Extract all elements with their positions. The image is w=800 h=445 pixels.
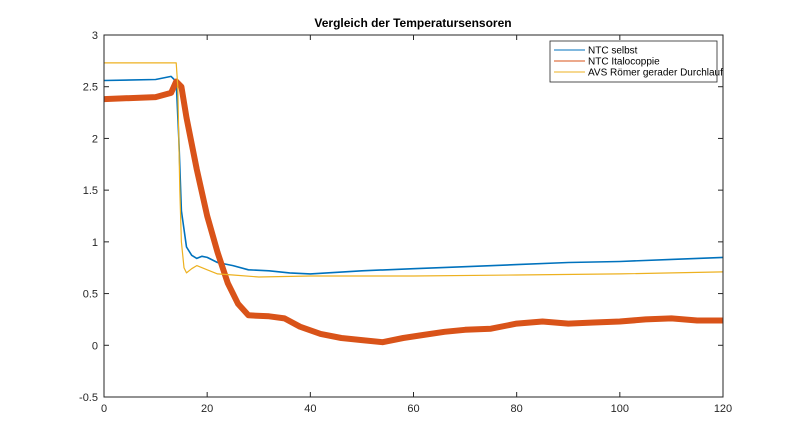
- y-tick-label: 2.5: [83, 82, 98, 94]
- y-tick-label: 3: [92, 30, 98, 42]
- x-tick-label: 80: [511, 403, 523, 415]
- x-tick-label: 100: [611, 403, 629, 415]
- legend-label-0: NTC selbst: [588, 46, 638, 57]
- y-tick-label: -0.5: [79, 392, 98, 404]
- y-tick-label: 2: [92, 133, 98, 145]
- y-tick-label: 1.5: [83, 185, 98, 197]
- series-line-2: [104, 62, 724, 278]
- chart-title: Vergleich der Temperatursensoren: [314, 16, 511, 30]
- x-tick-label: 120: [714, 403, 732, 415]
- x-tick-label: 60: [407, 403, 419, 415]
- plot-area-frame: [103, 34, 724, 398]
- x-tick-label: 0: [101, 403, 107, 415]
- axis-ticks: 0 20 40 60 80 100 120-0.500.511.522.53: [79, 30, 732, 415]
- y-tick-label: 0.5: [83, 289, 98, 301]
- x-tick-label: 20: [201, 403, 213, 415]
- x-tick-label: 40: [304, 403, 316, 415]
- y-tick-label: 0: [92, 340, 98, 352]
- y-tick-label: 1: [92, 237, 98, 249]
- legend-label-1: NTC Italocoppie: [588, 57, 660, 68]
- series-layer: [103, 62, 724, 346]
- legend-label-2: AVS Römer gerader Durchlauf: [588, 68, 723, 79]
- series-line-1: [103, 78, 723, 346]
